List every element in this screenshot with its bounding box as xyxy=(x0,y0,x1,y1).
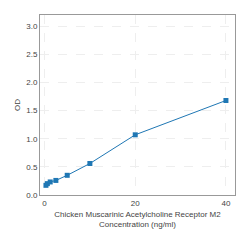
svg-text:0.0: 0.0 xyxy=(26,191,38,200)
svg-text:OD: OD xyxy=(13,99,22,111)
svg-text:2.5: 2.5 xyxy=(26,50,38,59)
svg-text:0.5: 0.5 xyxy=(26,163,38,172)
svg-text:Chicken Muscarinic Acetylcholi: Chicken Muscarinic Acetylcholine Recepto… xyxy=(54,210,221,229)
svg-text:20: 20 xyxy=(131,199,140,208)
svg-text:1.5: 1.5 xyxy=(26,106,38,115)
svg-text:0: 0 xyxy=(42,199,47,208)
svg-text:1.0: 1.0 xyxy=(26,135,38,144)
svg-text:2.0: 2.0 xyxy=(26,78,38,87)
svg-text:40: 40 xyxy=(221,199,230,208)
svg-text:3.0: 3.0 xyxy=(26,22,38,31)
